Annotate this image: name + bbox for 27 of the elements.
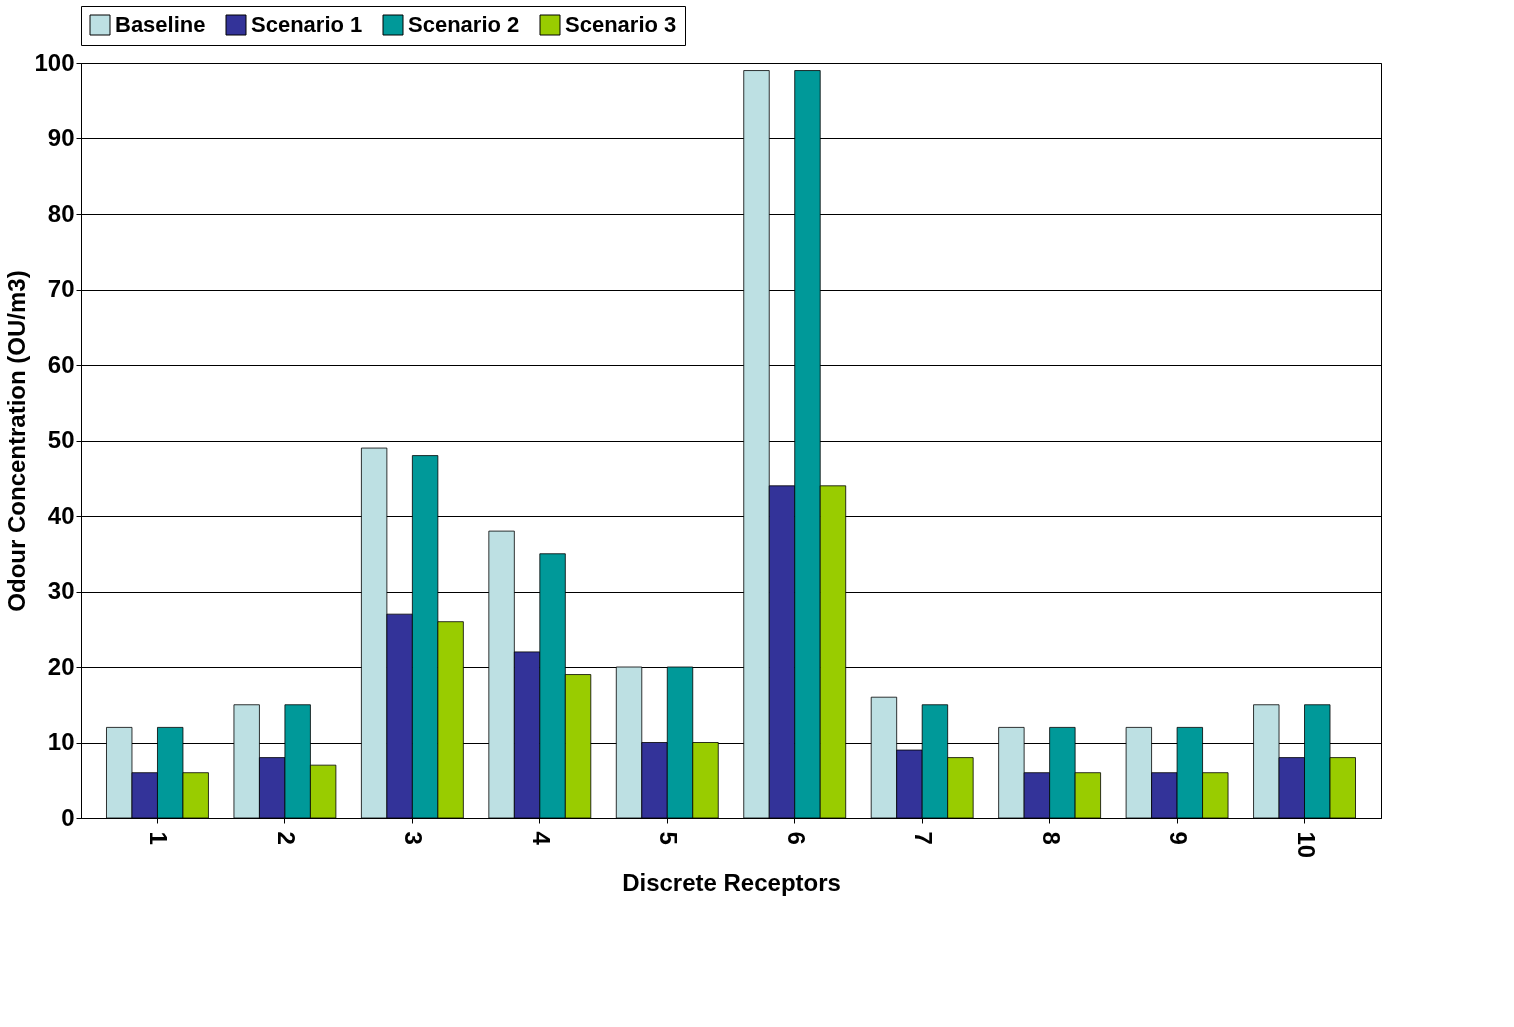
x-tick-label: 5: [655, 831, 683, 845]
y-tick-label: 0: [61, 803, 75, 831]
x-tick-label: 7: [910, 831, 938, 845]
y-axis-title: Odour Concentration (OU/m3): [3, 270, 31, 612]
y-tick-label: 40: [47, 501, 75, 529]
y-tick-label: 50: [47, 426, 75, 453]
x-tick-label: 10: [1292, 831, 1320, 859]
x-tick-label: 2: [272, 831, 300, 845]
legend-label: Baseline: [115, 12, 206, 37]
y-tick-label: 10: [47, 728, 75, 755]
x-tick-label: 9: [1165, 831, 1193, 845]
y-tick-label: 30: [47, 577, 75, 604]
x-axis-title: Discrete Receptors: [622, 869, 841, 897]
y-tick-label: 90: [47, 124, 75, 151]
x-tick-label: 8: [1037, 831, 1065, 845]
x-tick-label: 4: [527, 831, 555, 846]
legend-label: Scenario 2: [408, 12, 520, 37]
y-tick-label: 20: [47, 652, 75, 680]
x-tick-label: 6: [782, 831, 810, 845]
legend-label: Scenario 1: [251, 12, 363, 37]
y-tick-label: 80: [47, 199, 75, 227]
legend-label: Scenario 3: [565, 12, 677, 37]
y-tick-label: 100: [34, 48, 75, 76]
y-tick-label: 60: [47, 350, 75, 378]
x-tick-label: 3: [400, 831, 428, 845]
x-tick-label: 1: [145, 831, 173, 845]
y-tick-label: 70: [47, 275, 75, 302]
